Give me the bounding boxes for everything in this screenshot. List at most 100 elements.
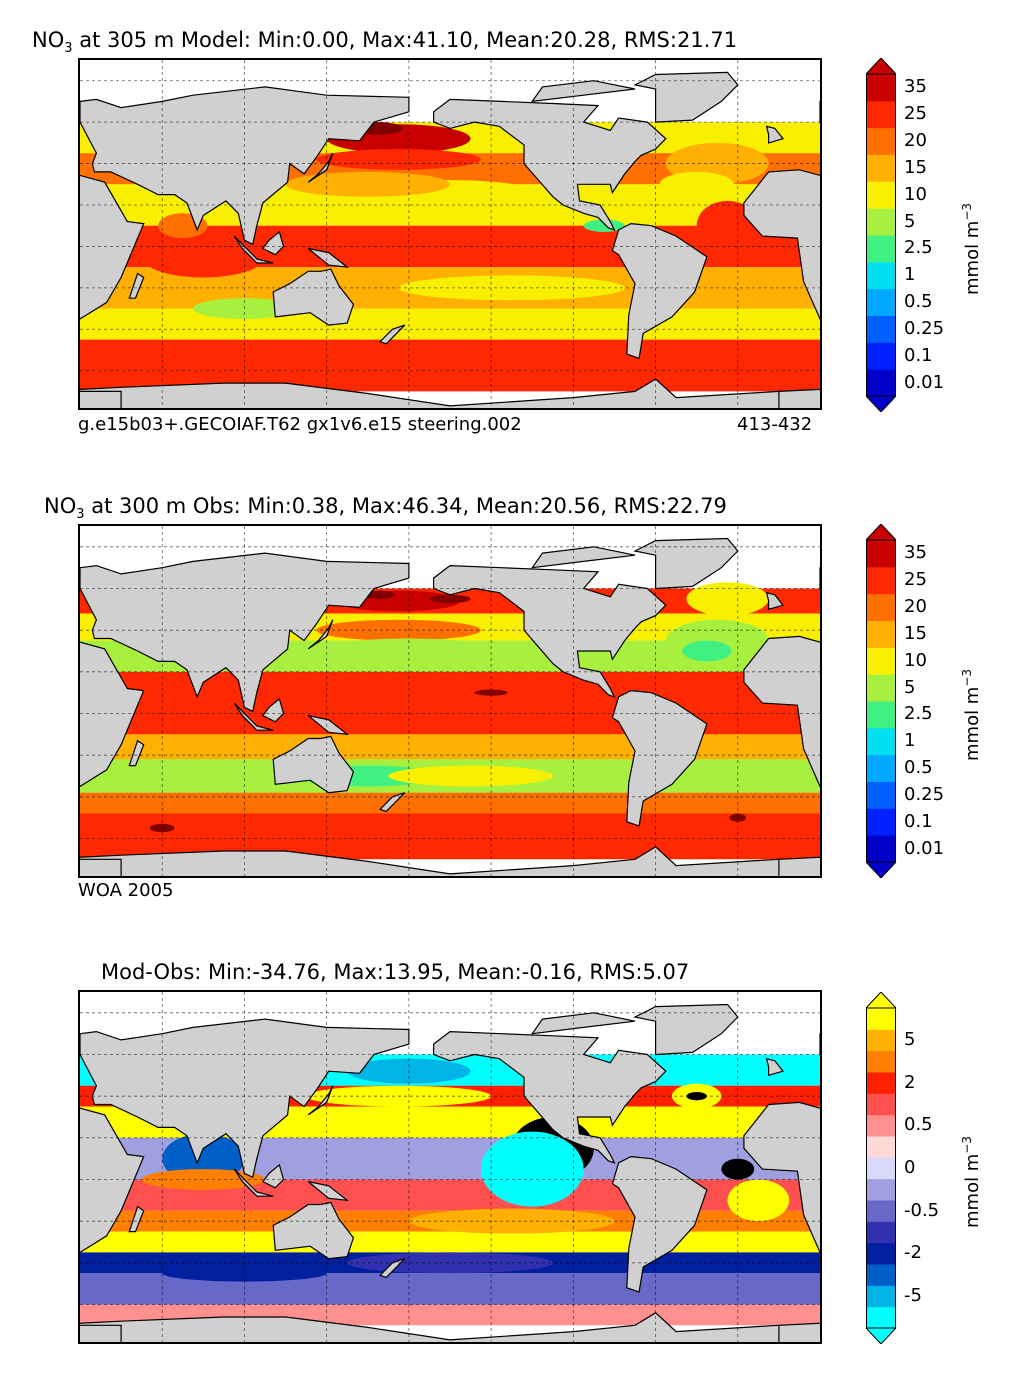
field-feature xyxy=(474,689,508,696)
colorbar-segment xyxy=(866,288,896,316)
colorbar-segment xyxy=(866,1178,896,1201)
field-feature xyxy=(347,1252,553,1274)
field-feature xyxy=(686,582,769,616)
land-mass xyxy=(743,635,820,788)
colorbar-segment xyxy=(866,261,896,290)
colorbar-segment xyxy=(866,1008,896,1030)
colorbar-segment xyxy=(866,1114,896,1137)
colorbar-segment xyxy=(866,235,896,263)
land-mass xyxy=(128,272,145,299)
map-svg xyxy=(80,60,820,408)
colorbar-segment xyxy=(866,1029,896,1052)
colorbar-segment xyxy=(866,754,896,782)
colorbar-segment xyxy=(866,808,896,836)
colorbar-tick-label: 0 xyxy=(904,1157,916,1178)
colorbar-tick-label: 0.5 xyxy=(904,757,933,779)
colorbar: 0.01 0.1 0.25 0.5 1 2.5 5 10 15 20 25 35 mmol m−3 xyxy=(864,57,983,413)
land-mass xyxy=(530,1012,636,1035)
colorbar-segment xyxy=(866,835,896,863)
land-mass xyxy=(611,1155,708,1293)
field-feature xyxy=(316,638,502,664)
colorbar-segment xyxy=(866,74,896,102)
colorbar-segment xyxy=(866,208,896,236)
field-feature xyxy=(686,1092,707,1101)
colorbar-segment xyxy=(866,1242,896,1265)
colorbar-tick-label: 1 xyxy=(904,730,916,752)
land-mass xyxy=(307,1085,334,1116)
field-feature xyxy=(696,200,759,251)
colorbar-tick-label: 1 xyxy=(904,264,916,286)
colorbar-segment xyxy=(866,369,896,397)
land-mass xyxy=(530,80,636,103)
land-mass xyxy=(80,641,145,788)
land-mass xyxy=(778,1322,820,1342)
field-feature xyxy=(729,813,746,822)
colorbar-tick-label: 25 xyxy=(904,103,927,125)
land-mass xyxy=(530,546,636,569)
colorbar-svg xyxy=(864,991,898,1345)
colorbar-segment xyxy=(866,781,896,809)
colorbar-tick-label: 5 xyxy=(904,1029,916,1050)
colorbar-tick-label: 0.1 xyxy=(904,344,933,366)
colorbar-tick-label: 15 xyxy=(904,622,927,644)
colorbar-tick-label: 10 xyxy=(904,183,927,205)
colorbar-tick-label: -2 xyxy=(904,1242,922,1264)
colorbar-svg xyxy=(864,57,898,413)
field-feature xyxy=(285,171,450,197)
colorbar-segment xyxy=(866,181,896,209)
colorbar-tick-label: 20 xyxy=(904,596,927,618)
colorbar-tick-label: 20 xyxy=(904,130,927,152)
field-feature xyxy=(682,640,732,662)
land-mass xyxy=(633,1003,739,1056)
land-mass xyxy=(261,697,285,723)
land-mass xyxy=(80,390,122,408)
land-mass xyxy=(80,1107,145,1254)
land-mass xyxy=(633,537,739,590)
land-mass xyxy=(233,235,274,264)
land-mass xyxy=(233,1168,274,1197)
colorbar-segment xyxy=(866,342,896,370)
colorbar-unit-label: mmol m−3 xyxy=(960,1135,983,1228)
colorbar-segment xyxy=(866,620,896,648)
field-feature xyxy=(727,1179,790,1222)
colorbar-segment xyxy=(866,674,896,702)
map-svg xyxy=(80,526,820,876)
colorbar-segment xyxy=(866,1093,896,1116)
colorbar-segment xyxy=(866,1221,896,1244)
colorbar-segment xyxy=(866,647,896,675)
land-mass xyxy=(433,98,667,231)
colorbar-tick-label: 5 xyxy=(904,676,916,698)
colorbar-tick-label: -0.5 xyxy=(904,1199,940,1221)
land-mass xyxy=(307,715,350,736)
map-plot xyxy=(78,58,822,410)
land-mass xyxy=(128,1205,145,1233)
land-mass xyxy=(307,152,334,183)
land-mass xyxy=(128,739,145,767)
map-plot xyxy=(78,524,822,878)
field-feature xyxy=(162,1264,327,1282)
colorbar-segment xyxy=(866,1285,896,1308)
year-range-label: 413-432 xyxy=(737,414,813,435)
panel-obs: NO3 at 300 m Obs: Min:0.38, Max:46.34, M… xyxy=(44,494,983,901)
land-mass xyxy=(611,222,708,360)
land-mass xyxy=(765,125,785,144)
land-mass xyxy=(80,858,122,876)
colorbar-tick-label: 0.25 xyxy=(904,783,945,805)
colorbar: 0.01 0.1 0.25 0.5 1 2.5 5 10 15 20 25 35 mmol m−3 xyxy=(864,523,983,879)
field-feature xyxy=(388,765,553,787)
colorbar-tick-label: 0.01 xyxy=(904,371,945,393)
colorbar-tick-label: -5 xyxy=(904,1285,922,1306)
colorbar-extend-min xyxy=(864,1327,898,1345)
land-mass xyxy=(611,689,708,827)
colorbar-segment xyxy=(866,593,896,621)
colorbar-segment xyxy=(866,566,896,595)
land-mass xyxy=(272,1201,355,1260)
colorbar-tick-label: 0.5 xyxy=(904,1114,933,1136)
colorbar-tick-label: 2 xyxy=(904,1071,916,1093)
colorbar-tick-label: 35 xyxy=(904,76,927,98)
field-feature xyxy=(398,275,625,301)
land-mass xyxy=(80,378,820,408)
land-mass xyxy=(433,1030,667,1164)
colorbar-segment xyxy=(866,1157,896,1180)
